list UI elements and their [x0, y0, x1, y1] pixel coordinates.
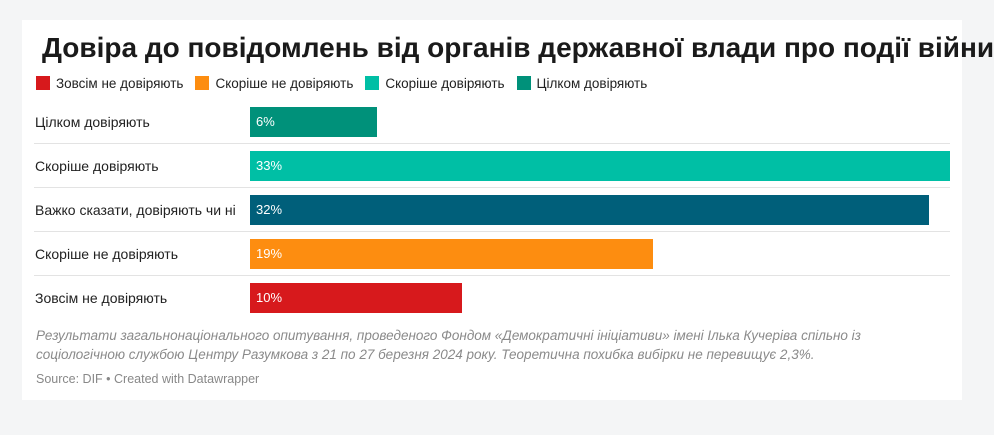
- category-label: Скоріше довіряють: [35, 158, 159, 174]
- bar: 33%: [250, 151, 950, 181]
- data-label: 32%: [256, 202, 283, 217]
- source-credit: Source: DIF • Created with Datawrapper: [36, 372, 260, 386]
- legend-label: Цілком довіряють: [536, 75, 648, 91]
- legend-label: Зовсім не довіряють: [56, 75, 184, 91]
- survey-note: Результати загальнонаціонального опитува…: [36, 328, 861, 362]
- legend-swatch: [36, 76, 50, 90]
- category-label: Зовсім не довіряють: [35, 290, 168, 306]
- chart-title: Довіра до повідомлень від органів держав…: [42, 32, 994, 63]
- bar: 6%: [250, 107, 378, 137]
- legend-item: Скоріше довіряють: [365, 75, 505, 91]
- bar: 10%: [250, 283, 463, 313]
- row-divider: [34, 275, 950, 276]
- bar-row: Скоріше довіряють 33%: [22, 144, 962, 188]
- legend-swatch: [516, 76, 531, 90]
- category-label: Цілком довіряють: [35, 114, 150, 130]
- legend-item: Цілком довіряють: [516, 75, 648, 91]
- legend-item: Зовсім не довіряють: [36, 76, 183, 91]
- chart-legend: Зовсім не довіряють Скоріше не довіряють…: [36, 74, 659, 92]
- row-divider: [34, 143, 950, 144]
- data-label: 19%: [256, 246, 283, 261]
- category-label: Важко сказати, довіряють чи ні: [35, 202, 236, 218]
- category-label: Скоріше не довіряють: [35, 246, 179, 262]
- bar-row: Зовсім не довіряють 10%: [22, 276, 962, 320]
- bar: 19%: [250, 239, 654, 269]
- chart-card: Довіра до повідомлень від органів держав…: [22, 20, 994, 400]
- row-divider: [34, 231, 950, 232]
- bar: 32%: [250, 195, 929, 225]
- data-label: 10%: [256, 290, 283, 305]
- row-divider: [34, 187, 950, 188]
- legend-label: Скоріше довіряють: [385, 75, 505, 91]
- data-label: 6%: [256, 114, 275, 129]
- legend-item: Скоріше не довіряють: [195, 76, 353, 91]
- bar-row: Важко сказати, довіряють чи ні 32%: [22, 188, 962, 232]
- data-label: 33%: [256, 158, 283, 173]
- legend-label: Скоріше не довіряють: [215, 75, 354, 91]
- bar-row: Цілком довіряють 6%: [22, 100, 962, 144]
- legend-swatch: [195, 76, 210, 90]
- legend-swatch: [365, 76, 380, 90]
- bar-row: Скоріше не довіряють 19%: [22, 232, 962, 276]
